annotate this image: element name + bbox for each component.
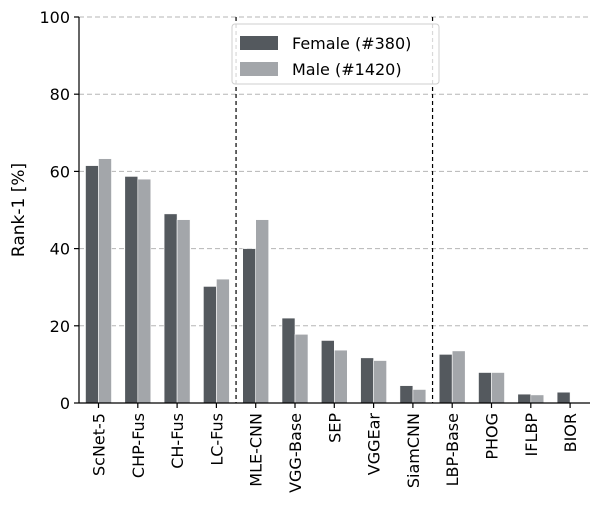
x-tick-label: VGGEar: [365, 413, 384, 476]
x-ticks: ScNet-5 CHP-Fus CH-Fus LC-Fus MLE-CNN VGG-Bas…: [90, 403, 580, 493]
bar: [360, 357, 374, 404]
bar: [98, 158, 112, 404]
bar: [163, 213, 178, 404]
bar: [242, 248, 256, 404]
bar: [556, 391, 571, 404]
y-ticks: 0 20 40 60 80 100: [39, 8, 79, 413]
legend-label: Female (#380): [292, 34, 411, 53]
bar: [438, 354, 453, 404]
legend-swatch: [240, 36, 278, 50]
bar: [137, 178, 152, 404]
y-tick-label: 60: [50, 162, 70, 181]
bar: [478, 372, 492, 404]
x-tick-label: BIOR: [561, 413, 580, 452]
legend: Female (#380) Male (#1420): [231, 23, 440, 85]
x-tick-label: CH-Fus: [168, 413, 187, 469]
x-tick-label: CHP-Fus: [129, 413, 148, 478]
legend-swatch: [240, 62, 278, 76]
y-tick-label: 0: [60, 394, 70, 413]
y-tick-label: 80: [50, 85, 70, 104]
bar: [203, 286, 217, 404]
x-tick-label: MLE-CNN: [247, 413, 266, 487]
bar: [412, 389, 427, 404]
bar: [281, 317, 296, 404]
x-tick-label: LBP-Base: [443, 413, 462, 486]
x-tick-label: LC-Fus: [207, 413, 226, 466]
y-tick-label: 20: [50, 317, 70, 336]
bar: [294, 333, 309, 404]
x-tick-label: SEP: [325, 413, 344, 443]
bar: [255, 219, 269, 404]
y-tick-label: 100: [39, 8, 70, 27]
y-axis-title: Rank-1 [%]: [9, 163, 29, 257]
x-tick-label: IFLBP: [522, 413, 541, 457]
x-tick-label: PHOG: [483, 413, 502, 460]
bar: [517, 393, 532, 404]
bar: [176, 219, 191, 404]
y-tick-label: 40: [50, 240, 70, 259]
gridlines: [79, 16, 590, 327]
legend-box: [231, 23, 440, 85]
bar: [85, 165, 99, 404]
legend-label: Male (#1420): [292, 60, 402, 79]
bar: [399, 385, 414, 404]
x-tick-label: VGG-Base: [286, 413, 305, 493]
x-tick-label: ScNet-5: [90, 413, 109, 476]
bars: [85, 158, 571, 404]
bar: [320, 340, 335, 404]
x-tick-label: SiamCNN: [404, 413, 423, 488]
bar: [333, 349, 348, 404]
bar: [491, 372, 505, 404]
bar: [216, 278, 230, 404]
bar: [124, 176, 139, 404]
bar: [530, 394, 545, 404]
bar: [373, 360, 387, 404]
bar: [451, 350, 466, 404]
